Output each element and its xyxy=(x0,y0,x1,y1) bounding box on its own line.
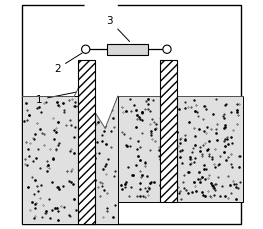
Bar xyxy=(78,60,95,224)
Bar xyxy=(118,96,242,202)
Polygon shape xyxy=(74,82,81,96)
Text: 3: 3 xyxy=(107,16,130,41)
Bar xyxy=(22,96,118,224)
Text: 2: 2 xyxy=(54,53,82,74)
Circle shape xyxy=(163,45,171,53)
Bar xyxy=(160,60,177,202)
Bar xyxy=(108,44,148,55)
Text: 1: 1 xyxy=(36,92,76,105)
Circle shape xyxy=(82,45,90,53)
Polygon shape xyxy=(85,0,118,128)
